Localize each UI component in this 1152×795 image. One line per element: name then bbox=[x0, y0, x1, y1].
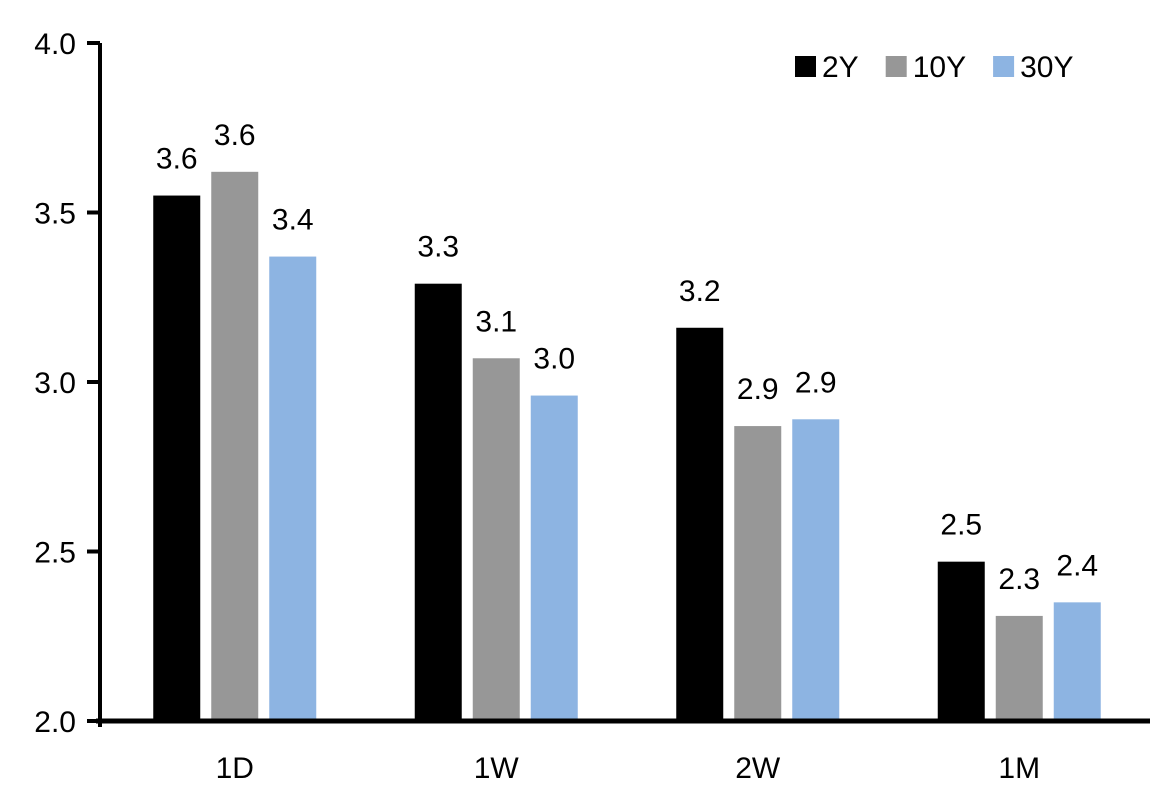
y-tick-label: 4.0 bbox=[34, 28, 76, 61]
bar-30Y-2W bbox=[792, 419, 840, 721]
bar-10Y-1W bbox=[472, 358, 520, 721]
legend-label-30Y: 30Y bbox=[1020, 51, 1073, 84]
legend: 2Y 10Y 30Y bbox=[795, 51, 1073, 84]
bar-value-label-2Y-1M: 2.5 bbox=[940, 509, 982, 542]
legend-swatch-2Y bbox=[795, 56, 816, 77]
bar-10Y-1M bbox=[995, 615, 1043, 721]
x-category-label-1M: 1M bbox=[998, 752, 1040, 785]
bar-10Y-1D bbox=[211, 171, 259, 721]
bar-30Y-1W bbox=[530, 395, 578, 721]
bar-value-label-30Y-1M: 2.4 bbox=[1056, 549, 1098, 582]
bar-value-label-10Y-2W: 2.9 bbox=[737, 373, 779, 406]
bar-value-label-30Y-1D: 3.4 bbox=[272, 204, 314, 237]
x-category-label-1W: 1W bbox=[474, 752, 520, 785]
bar-value-label-2Y-2W: 3.2 bbox=[679, 275, 721, 308]
legend-label-10Y: 10Y bbox=[913, 51, 966, 84]
y-tick-label: 3.5 bbox=[34, 198, 76, 231]
legend-label-2Y: 2Y bbox=[822, 51, 859, 84]
bar-value-label-30Y-1W: 3.0 bbox=[533, 343, 575, 376]
x-category-label-1D: 1D bbox=[216, 752, 254, 785]
bar-value-label-2Y-1D: 3.6 bbox=[156, 143, 198, 176]
bar-value-label-30Y-2W: 2.9 bbox=[795, 366, 837, 399]
y-tick-label: 2.0 bbox=[34, 706, 76, 739]
legend-swatch-10Y bbox=[885, 56, 907, 77]
bar-value-label-10Y-1M: 2.3 bbox=[998, 563, 1040, 596]
bar-30Y-1D bbox=[269, 256, 317, 721]
bar-2Y-1W bbox=[414, 283, 462, 721]
y-tick-label: 2.5 bbox=[34, 537, 76, 570]
bar-30Y-1M bbox=[1053, 602, 1101, 721]
legend-item-10Y: 10Y bbox=[885, 51, 966, 84]
legend-item-2Y: 2Y bbox=[795, 51, 859, 84]
bar-value-label-2Y-1W: 3.3 bbox=[417, 231, 459, 264]
bar-2Y-2W bbox=[676, 327, 724, 721]
bar-value-label-10Y-1D: 3.6 bbox=[214, 119, 256, 152]
bar-10Y-2W bbox=[734, 426, 782, 721]
bar-2Y-1D bbox=[153, 195, 201, 722]
legend-item-30Y: 30Y bbox=[993, 51, 1073, 84]
bar-2Y-1M bbox=[937, 561, 985, 721]
legend-swatch-30Y bbox=[993, 56, 1015, 77]
y-tick-label: 3.0 bbox=[34, 367, 76, 400]
bar-value-label-10Y-1W: 3.1 bbox=[475, 305, 517, 338]
x-category-label-2W: 2W bbox=[735, 752, 781, 785]
